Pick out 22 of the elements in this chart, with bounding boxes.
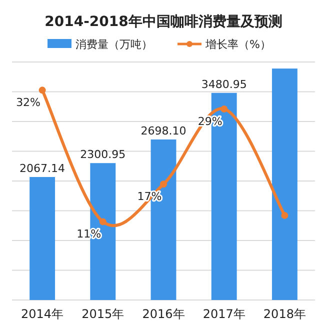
point [38,86,46,94]
legend-label: 消费量（万吨） [76,38,152,51]
point [281,212,288,219]
point [220,105,228,112]
bar [272,68,298,300]
data-label: 32% [16,96,41,110]
x-tick-label: 2018年 [263,307,306,321]
point [160,180,167,188]
x-tick-label: 2014年 [21,307,64,321]
x-tick-label: 2015年 [82,307,124,321]
data-label: 3480.95 [201,78,247,91]
data-label: 2300.95 [80,148,126,162]
data-label: 29% [198,114,222,128]
data-label: 17% [137,190,162,204]
x-tick-label: 2017年 [202,307,246,321]
legend-label: 增长率（%） [206,38,271,51]
point [99,218,106,226]
data-label: 2067.14 [20,162,66,176]
data-label: 2698.10 [140,124,186,138]
chart-title: 2014-2018年中国咖啡消费量及预测 [44,14,282,30]
bar [30,177,56,300]
x-tick-label: 2016年 [142,307,185,321]
